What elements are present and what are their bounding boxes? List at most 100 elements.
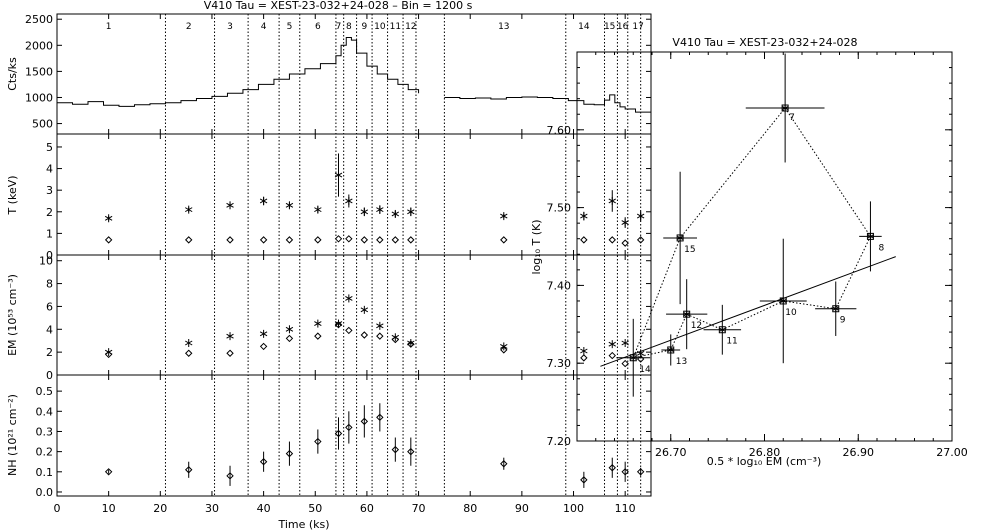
data-point-diamond (407, 236, 415, 244)
data-point-diamond (580, 476, 588, 484)
x-tick-label: 100 (563, 502, 584, 515)
data-point-asterisk (832, 305, 839, 312)
data-point-asterisk (104, 214, 113, 223)
data-point-asterisk (407, 207, 415, 216)
data-point-diamond (259, 236, 268, 244)
data-point-diamond (500, 346, 508, 354)
y-tick-label: 0 (46, 369, 53, 382)
data-point-diamond (334, 235, 343, 243)
data-point-diamond (226, 472, 234, 480)
asterisk-stroke (285, 326, 294, 332)
segment-label: 10 (374, 22, 386, 32)
y-tick-label: 2000 (25, 39, 53, 52)
data-point-diamond (345, 235, 353, 243)
data-point-asterisk (226, 201, 234, 210)
segment-label: 3 (227, 22, 233, 32)
y-tick-label: 0.0 (36, 486, 54, 499)
y-tick-label: 10 (39, 255, 53, 268)
panel-2-y-label: T (keV) (6, 175, 19, 215)
data-point-asterisk (867, 233, 874, 240)
data-point-diamond (285, 449, 294, 458)
asterisk-stroke (719, 327, 726, 332)
asterisk-stroke (226, 202, 234, 208)
data-point-asterisk (184, 205, 193, 214)
data-point-diamond (580, 236, 588, 244)
data-point-asterisk (608, 340, 616, 349)
asterisk-stroke (683, 312, 690, 317)
asterisk-stroke (104, 215, 113, 221)
data-point-asterisk (360, 305, 369, 314)
data-point-asterisk (285, 325, 294, 334)
asterisk-stroke (832, 306, 839, 311)
data-point-asterisk (345, 294, 353, 303)
light-curve-figure: V410 Tau = XEST-23-032+24-028 – Bin = 12… (6, 0, 652, 531)
data-point-asterisk (184, 339, 193, 347)
left-x-axis-label: Time (ks) (277, 518, 329, 531)
segment-label: 17 (632, 22, 643, 32)
temperature-em-figure: V410 Tau = XEST-23-032+24-028 26.70 26.80… (530, 36, 968, 468)
data-point-asterisk (630, 354, 637, 361)
asterisk-stroke (580, 348, 588, 354)
x-tick-label: 110 (615, 502, 636, 515)
data-point-asterisk (259, 196, 268, 205)
segment-label: 9 (361, 22, 367, 32)
asterisk-stroke (630, 355, 637, 360)
data-point-asterisk (334, 171, 343, 180)
asterisk-stroke (667, 348, 674, 352)
data-point-diamond (334, 321, 343, 329)
light-curve-line (444, 94, 652, 114)
data-point-diamond (391, 335, 400, 344)
right-chart-title: V410 Tau = XEST-23-032+24-028 (672, 36, 857, 49)
point-label: 15 (684, 245, 695, 255)
data-point-diamond (314, 437, 322, 446)
y-tick-label: 7.40 (547, 279, 572, 292)
data-point-diamond (104, 468, 113, 476)
data-point-asterisk (719, 326, 726, 333)
segment-label: 15 (604, 22, 615, 32)
data-point-asterisk (314, 205, 322, 214)
data-point-diamond (104, 236, 113, 244)
point-label: 7 (789, 113, 795, 123)
segment-label: 8 (346, 22, 352, 32)
y-tick-label: 500 (32, 118, 53, 131)
data-point-diamond (104, 350, 113, 359)
data-point-asterisk (636, 212, 645, 221)
y-tick-label: 4 (46, 163, 53, 176)
right-y-axis-label: log₁₀ T (K) (530, 219, 543, 274)
data-point-diamond (226, 236, 234, 244)
data-point-asterisk (500, 212, 508, 221)
asterisk-stroke (376, 323, 384, 329)
data-point-diamond (259, 458, 268, 466)
y-tick-label: 0.3 (36, 425, 54, 438)
asterisk-stroke (360, 307, 369, 313)
segment-label: 11 (390, 22, 401, 32)
data-point-diamond (500, 236, 508, 244)
data-point-diamond (376, 332, 384, 340)
data-point-diamond (345, 326, 353, 335)
data-point-diamond (407, 340, 415, 348)
data-point-diamond (285, 236, 294, 244)
asterisk-stroke (184, 340, 193, 346)
asterisk-stroke (621, 340, 629, 346)
data-point-diamond (314, 332, 322, 340)
asterisk-stroke (285, 202, 294, 208)
y-tick-label: 0.2 (36, 446, 54, 459)
panel-1-frame (56, 13, 652, 135)
y-tick-label: 0.1 (36, 466, 54, 479)
data-point-asterisk (360, 207, 369, 216)
y-tick-label: 0.4 (36, 405, 54, 418)
x-tick-label: 26.80 (749, 446, 781, 459)
light-curve-line (57, 36, 420, 107)
data-point-asterisk (314, 319, 322, 328)
x-tick-label: 60 (360, 502, 374, 515)
data-point-asterisk (780, 297, 787, 304)
data-point-diamond (376, 413, 384, 422)
asterisk-stroke (334, 172, 343, 178)
segment-label: 12 (405, 22, 416, 32)
data-point-diamond (580, 354, 588, 362)
asterisk-stroke (226, 333, 234, 339)
data-point-diamond (345, 423, 353, 432)
asterisk-stroke (314, 321, 322, 327)
data-point-asterisk (580, 347, 588, 355)
data-point-diamond (360, 331, 369, 339)
